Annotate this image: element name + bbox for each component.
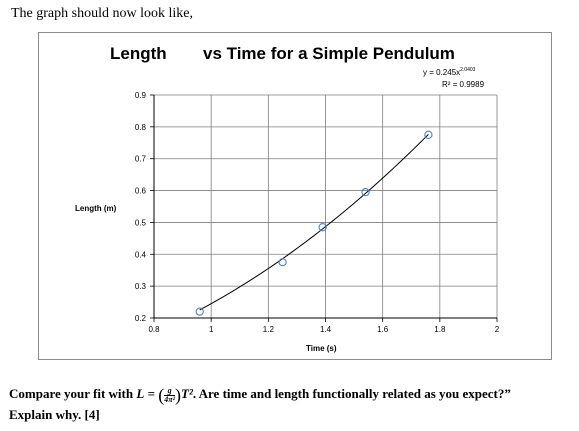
y-tick-label: 0.4 [135, 250, 147, 259]
paren-close: ) [175, 385, 181, 406]
chart-title-part1: Length [110, 44, 167, 63]
x-axis-label: Time (s) [306, 344, 337, 353]
equation-prefix: y = 0.245x [423, 68, 461, 77]
y-tick-label: 0.7 [135, 155, 147, 164]
y-tick-label: 0.8 [135, 123, 147, 132]
question-text: Compare your fit with L = (g 4π²)T². Are … [9, 384, 511, 425]
question-part2: . Are time and length functionally relat… [192, 386, 511, 401]
question-line1: Compare your fit with L = (g 4π²)T². Are … [9, 384, 511, 405]
frac-numerator: g [164, 386, 175, 396]
trendline [199, 134, 429, 311]
y-tick-label: 0.3 [135, 282, 147, 291]
math-L: L [136, 386, 145, 401]
chart-title-part2: vs Time for a Simple Pendulum [203, 44, 455, 63]
x-tick-label: 1 [209, 325, 214, 334]
y-tick-label: 0.2 [135, 314, 147, 323]
math-equals: = [147, 386, 155, 401]
x-tick-label: 2 [495, 325, 500, 334]
data-point [424, 130, 433, 139]
chart-frame [38, 32, 552, 360]
y-axis-label: Length (m) [75, 204, 117, 213]
data-point [361, 188, 370, 197]
x-tick-label: 1.8 [434, 325, 446, 334]
data-point [318, 223, 327, 232]
question-line2: Explain why. [4] [9, 407, 100, 423]
x-tick-label: 1.4 [320, 325, 332, 334]
x-tick-label: 1.6 [377, 325, 389, 334]
x-tick-label: 1.2 [263, 325, 275, 334]
question-part1: Compare your fit with [9, 386, 134, 401]
data-point [278, 258, 287, 267]
math-T2: T² [181, 386, 193, 401]
frac-denominator: 4π² [164, 394, 175, 404]
y-tick-label: 0.9 [135, 91, 147, 100]
y-tick-label: 0.6 [135, 187, 147, 196]
x-tick-label: 0.8 [148, 325, 160, 334]
intro-text: The graph should now look like, [11, 6, 193, 21]
r-squared: R² = 0.9989 [442, 80, 485, 89]
paren-open: ( [158, 385, 165, 406]
data-point [195, 307, 204, 316]
y-tick-label: 0.5 [135, 218, 147, 227]
equation-exponent: 2.0403 [460, 67, 476, 73]
math-fraction: g 4π² [164, 386, 175, 404]
trendline-equation: y = 0.245x2.0403 R² = 0.9989 [423, 64, 484, 91]
